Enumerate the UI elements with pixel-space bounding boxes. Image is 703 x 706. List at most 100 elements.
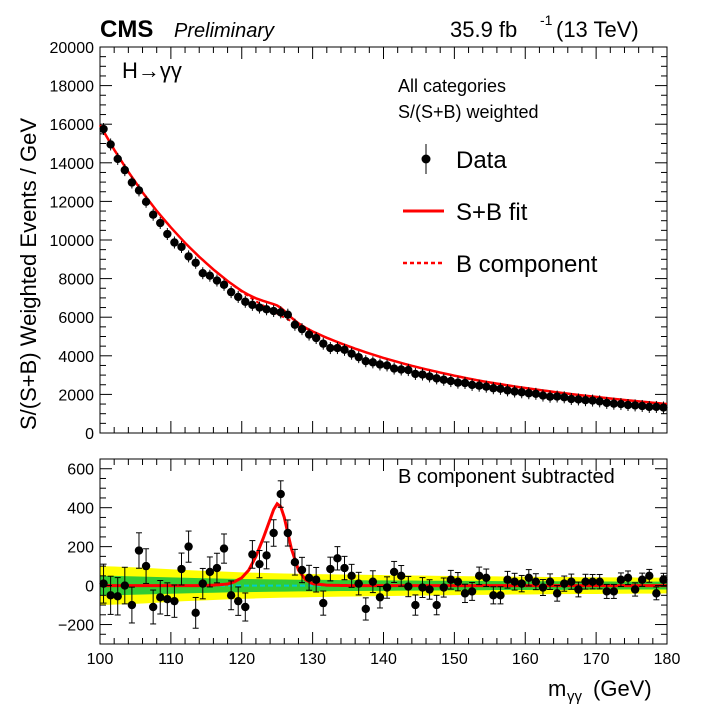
main-data-point bbox=[538, 391, 548, 400]
main-data-point bbox=[418, 370, 427, 379]
main-data-point bbox=[439, 375, 448, 384]
main-data-point bbox=[255, 303, 264, 312]
main-y-tick-label: 10000 bbox=[50, 233, 95, 250]
residual-data-point bbox=[170, 596, 179, 606]
main-data-point bbox=[319, 339, 328, 348]
residual-data-point bbox=[113, 592, 122, 601]
main-data-point bbox=[127, 178, 137, 187]
residual-data-point bbox=[184, 542, 193, 551]
main-data-point bbox=[552, 392, 562, 401]
residual-data-point bbox=[191, 608, 200, 618]
residual-y-tick-label: −200 bbox=[58, 618, 94, 635]
residual-y-tick-label: 200 bbox=[67, 540, 94, 557]
main-data-point bbox=[241, 297, 250, 306]
main-data-point bbox=[361, 357, 370, 366]
residual-data-point bbox=[311, 575, 321, 584]
residual-data-point bbox=[255, 559, 264, 569]
main-data-point bbox=[595, 397, 604, 406]
residual-data-point bbox=[645, 571, 654, 581]
legend: All categories S/(S+B) weighted Data S+B… bbox=[398, 76, 598, 278]
main-panel: 0 2000 4000 6000 8000 10000 12000 14000 16000 180… bbox=[16, 40, 668, 443]
main-data-point bbox=[432, 374, 441, 383]
residual-data-point bbox=[531, 577, 541, 586]
residual-data-point bbox=[382, 583, 392, 592]
residual-data-point bbox=[659, 575, 668, 584]
residual-data-point bbox=[418, 583, 427, 592]
main-y-tick-label: 20000 bbox=[50, 40, 95, 57]
residual-data-point bbox=[404, 582, 413, 591]
residual-data-point bbox=[609, 587, 619, 596]
main-y-tick-label: 14000 bbox=[50, 156, 95, 173]
residual-data-point bbox=[489, 591, 498, 600]
residual-data-point bbox=[616, 575, 626, 584]
main-data-point bbox=[177, 242, 186, 252]
residual-x-tick-label: 130 bbox=[299, 651, 326, 668]
residual-data-points bbox=[99, 480, 668, 629]
residual-x-tick-label: 150 bbox=[441, 651, 468, 668]
main-data-point bbox=[581, 395, 590, 405]
main-y-tick-label: 4000 bbox=[58, 349, 94, 366]
residual-data-point bbox=[290, 558, 300, 567]
residual-data-point bbox=[134, 546, 144, 555]
main-data-point bbox=[517, 388, 526, 397]
x-axis-label-unit: (GeV) bbox=[593, 676, 652, 701]
residual-data-point bbox=[637, 575, 647, 584]
residual-data-point bbox=[368, 577, 378, 586]
residual-data-point bbox=[99, 579, 108, 588]
main-data-point bbox=[311, 333, 321, 343]
main-data-point bbox=[340, 345, 349, 355]
residual-data-point bbox=[467, 587, 477, 596]
residual-data-point bbox=[205, 567, 215, 577]
main-data-point bbox=[276, 308, 285, 317]
residual-data-point bbox=[524, 573, 533, 582]
main-y-tick-label: 12000 bbox=[50, 194, 95, 211]
main-data-point bbox=[637, 401, 647, 411]
residual-x-tick-label: 110 bbox=[158, 651, 184, 668]
main-data-point bbox=[347, 349, 356, 358]
main-y-tick-label: 16000 bbox=[50, 117, 95, 134]
main-data-point bbox=[602, 398, 611, 408]
main-data-point bbox=[503, 386, 512, 395]
main-data-point bbox=[609, 399, 619, 408]
main-data-point bbox=[467, 380, 477, 390]
residual-data-point bbox=[510, 577, 519, 586]
legend-header-categories: All categories bbox=[398, 76, 506, 96]
main-data-point bbox=[106, 140, 115, 149]
residual-data-point bbox=[545, 577, 555, 586]
main-data-point bbox=[368, 358, 378, 367]
residual-data-point bbox=[340, 563, 349, 573]
main-data-point bbox=[524, 389, 533, 398]
main-y-tick-label: 18000 bbox=[50, 79, 95, 96]
main-data-point bbox=[460, 378, 470, 388]
x-axis-title: m γγ (GeV) bbox=[548, 676, 652, 705]
main-data-point bbox=[297, 324, 307, 334]
main-data-point bbox=[170, 238, 179, 247]
main-y-axis-label: S/(S+B) Weighted Events / GeV bbox=[16, 118, 41, 430]
residual-annotation: B component subtracted bbox=[398, 466, 615, 488]
energy-label: (13 TeV) bbox=[556, 17, 639, 42]
main-data-point bbox=[482, 382, 491, 391]
residual-data-point bbox=[630, 585, 640, 594]
main-data-point bbox=[630, 401, 640, 410]
main-data-point bbox=[574, 395, 583, 404]
main-data-point bbox=[248, 300, 257, 310]
residual-y-axis: −200 0 200 400 600 bbox=[58, 458, 667, 645]
main-data-point bbox=[99, 124, 108, 134]
residual-data-point bbox=[517, 579, 526, 588]
main-data-point bbox=[616, 399, 626, 409]
main-x-axis bbox=[99, 47, 668, 433]
residual-y-tick-label: 400 bbox=[67, 501, 94, 518]
main-data-point bbox=[198, 268, 207, 278]
main-data-point bbox=[262, 305, 271, 314]
x-axis-label-m: m bbox=[548, 676, 566, 701]
main-data-point bbox=[531, 389, 541, 399]
main-data-points bbox=[99, 123, 668, 414]
main-data-point bbox=[453, 378, 463, 387]
main-data-point bbox=[545, 392, 555, 401]
lumi-label: 35.9 fb bbox=[450, 17, 517, 42]
residual-data-point bbox=[262, 551, 271, 560]
main-y-tick-label: 2000 bbox=[58, 387, 94, 404]
main-data-point bbox=[496, 384, 505, 394]
residual-data-point bbox=[148, 602, 158, 612]
